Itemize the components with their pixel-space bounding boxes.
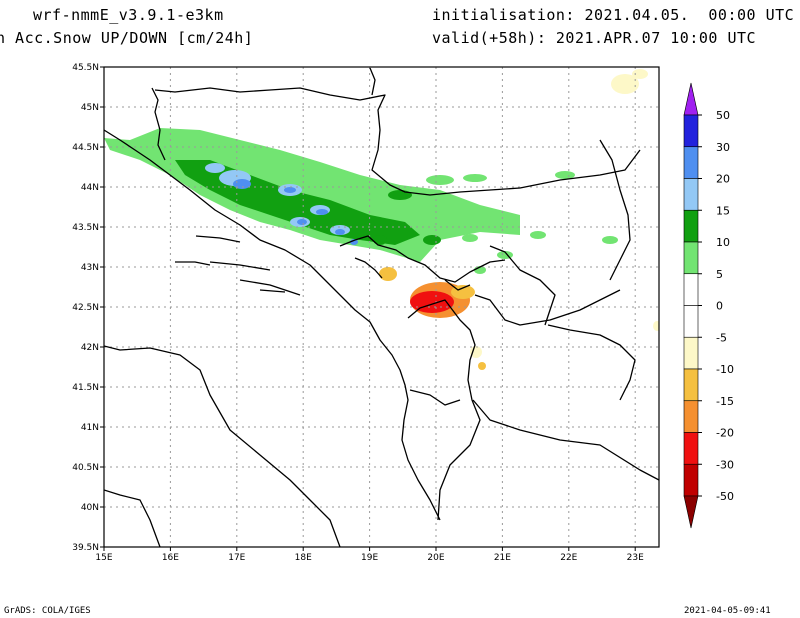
snow-band-light xyxy=(104,128,618,274)
legend-swatch xyxy=(683,305,699,338)
legend-label: 5 xyxy=(716,268,723,281)
lon-label: 17E xyxy=(228,553,245,563)
legend-top-arrow xyxy=(683,82,699,116)
lat-label: 41.5N xyxy=(72,383,99,393)
legend-label: 0 xyxy=(716,300,723,313)
lat-label: 45N xyxy=(81,103,99,113)
legend-label: 15 xyxy=(716,204,730,217)
lat-label: 43N xyxy=(81,263,99,273)
latitude-labels: 45.5N 45N 44.5N 44N 43.5N 43N 42.5N 42N 41.5N 41N… xyxy=(72,63,99,553)
legend-label: -30 xyxy=(716,458,734,471)
lat-label: 44.5N xyxy=(72,143,99,153)
coastlines-borders xyxy=(104,67,659,547)
footer-timestamp: 2021-04-05-09:41 xyxy=(684,606,771,616)
lon-label: 21E xyxy=(494,553,511,563)
legend-label: -15 xyxy=(716,395,734,408)
lat-label: 40.5N xyxy=(72,463,99,473)
legend-swatch xyxy=(683,241,699,275)
legend-swatch xyxy=(683,146,699,179)
legend-label: -50 xyxy=(716,490,734,503)
legend-label: -20 xyxy=(716,427,734,440)
valid-time: valid(+58h): 2021.APR.07 10:00 UTC xyxy=(432,29,757,47)
lon-label: 15E xyxy=(95,553,112,563)
lon-label: 18E xyxy=(295,553,312,563)
legend-swatch xyxy=(683,432,699,465)
lon-label: 20E xyxy=(427,553,444,563)
map-grid xyxy=(104,67,659,547)
variable-title: h Acc.Snow UP/DOWN [cm/24h] xyxy=(0,29,254,47)
legend-bottom-arrow xyxy=(683,495,699,529)
lat-label: 41N xyxy=(81,423,99,433)
legend-label: 50 xyxy=(716,109,730,122)
legend-label: 10 xyxy=(716,236,730,249)
lat-label: 40N xyxy=(81,503,99,513)
lon-label: 23E xyxy=(627,553,644,563)
lat-label: 43.5N xyxy=(72,223,99,233)
initialisation-time: initialisation: 2021.04.05. 00:00 UTC xyxy=(432,6,795,24)
legend-label: -10 xyxy=(716,363,734,376)
lon-label: 16E xyxy=(162,553,179,563)
axis-ticks xyxy=(100,66,636,551)
snow-loss-area xyxy=(379,69,659,370)
legend-swatch xyxy=(683,273,699,306)
legend-swatch xyxy=(683,400,699,433)
lon-label: 22E xyxy=(560,553,577,563)
model-title: wrf-nmmE_v3.9.1-e3km xyxy=(33,6,224,24)
legend-swatch xyxy=(683,114,699,148)
lat-label: 45.5N xyxy=(72,63,99,73)
lat-label: 39.5N xyxy=(72,543,99,553)
longitude-labels: 15E 16E 17E 18E 19E 20E 21E 22E 23E xyxy=(95,553,644,563)
lat-label: 42.5N xyxy=(72,303,99,313)
legend-swatch xyxy=(683,463,699,497)
legend-label: -5 xyxy=(716,331,727,344)
legend-swatch xyxy=(683,209,699,243)
legend-label: 30 xyxy=(716,141,730,154)
lat-label: 42N xyxy=(81,343,99,353)
lon-label: 19E xyxy=(361,553,378,563)
legend-label: 20 xyxy=(716,173,730,186)
legend-swatch xyxy=(683,336,699,370)
lat-label: 44N xyxy=(81,183,99,193)
legend-swatch xyxy=(683,368,699,402)
legend-swatch xyxy=(683,178,699,211)
footer-credit: GrADS: COLA/IGES xyxy=(4,606,91,616)
